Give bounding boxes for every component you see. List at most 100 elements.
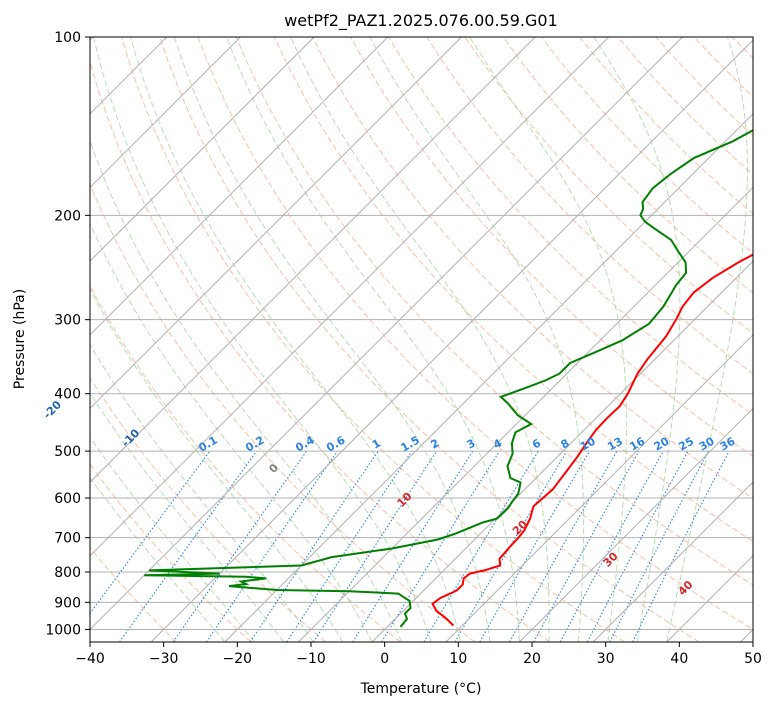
isotherm-line bbox=[90, 37, 536, 483]
isotherm-line bbox=[90, 37, 610, 557]
mixing-ratio-line bbox=[586, 450, 689, 642]
mixing-ratio-line bbox=[381, 450, 500, 642]
moist-adiabat bbox=[593, 37, 681, 642]
y-tick-label: 200 bbox=[54, 208, 81, 224]
dry-adiabat bbox=[655, 37, 753, 137]
y-tick-label: 600 bbox=[54, 491, 81, 507]
dry-adiabat bbox=[90, 182, 476, 642]
mixing-ratio-line bbox=[172, 450, 308, 642]
moist-adiabat-label: 30 bbox=[601, 549, 621, 569]
dry-adiabat bbox=[541, 37, 753, 254]
moist-adiabat bbox=[90, 287, 344, 642]
y-tick-label: 300 bbox=[54, 313, 81, 329]
dry-adiabat bbox=[350, 37, 753, 458]
moist-adiabat-label: 20 bbox=[510, 517, 530, 537]
moist-adiabat-label: 0 bbox=[266, 461, 281, 476]
dry-adiabat bbox=[121, 37, 625, 642]
isotherm-line bbox=[445, 334, 753, 642]
mixing-ratio-line bbox=[423, 450, 539, 642]
moist-adiabat bbox=[666, 37, 748, 642]
moist-adiabat bbox=[226, 37, 520, 642]
y-axis-label: Pressure (hPa) bbox=[12, 289, 28, 389]
moist-adiabat-label: 10 bbox=[395, 490, 415, 510]
moist-adiabat bbox=[90, 392, 285, 642]
profile-line bbox=[431, 253, 753, 627]
x-tick-label: −10 bbox=[296, 651, 326, 667]
dry-adiabat bbox=[426, 37, 753, 375]
isotherm-line bbox=[90, 37, 315, 262]
profile-line bbox=[144, 129, 753, 628]
y-tick-label: 500 bbox=[54, 444, 81, 460]
dry-adiabat bbox=[235, 37, 753, 586]
isotherm-line bbox=[298, 186, 753, 642]
dry-adiabat bbox=[90, 463, 252, 642]
isotherm-line bbox=[519, 407, 753, 642]
mixing-ratio-line bbox=[286, 450, 413, 642]
moist-adiabat bbox=[469, 37, 627, 642]
x-tick-label: −30 bbox=[149, 651, 179, 667]
mixing-ratio-line bbox=[119, 450, 258, 642]
y-tick-label: 800 bbox=[54, 565, 81, 581]
mixing-ratio-line bbox=[90, 450, 211, 615]
moist-adiabat bbox=[290, 37, 550, 642]
isotherm-line bbox=[90, 37, 683, 631]
dry-adiabat-label: -10 bbox=[119, 426, 142, 449]
dry-adiabat bbox=[90, 284, 401, 642]
mixing-ratio-line bbox=[533, 450, 640, 642]
mixing-ratio-line bbox=[352, 450, 474, 642]
x-tick-label: 30 bbox=[597, 651, 615, 667]
mixing-ratio-line bbox=[205, 450, 338, 642]
isotherm-line bbox=[740, 628, 753, 642]
moist-adiabat bbox=[130, 37, 461, 642]
mixing-ratio-line bbox=[632, 450, 730, 642]
moist-adiabat bbox=[90, 343, 314, 642]
mixing-ratio-line bbox=[313, 450, 438, 642]
dry-adiabat bbox=[693, 37, 753, 98]
axis-ticks: −40 −30 −20 −10 0 10 20 30 40 5010009008007006005… bbox=[45, 30, 762, 667]
x-tick-label: 0 bbox=[380, 651, 389, 667]
moist-adiabat bbox=[90, 476, 226, 642]
isotherm-line bbox=[90, 37, 389, 336]
x-tick-label: 40 bbox=[670, 651, 688, 667]
isotherm-line bbox=[592, 481, 753, 642]
x-tick-label: 20 bbox=[523, 651, 541, 667]
mixing-ratio-label: 2 bbox=[428, 437, 441, 452]
chart-title: wetPf2_PAZ1.2025.076.00.59.G01 bbox=[284, 11, 558, 31]
dry-adiabat bbox=[617, 37, 753, 176]
y-tick-label: 1000 bbox=[45, 622, 81, 638]
y-tick-label: 400 bbox=[54, 387, 81, 403]
y-tick-label: 100 bbox=[54, 30, 81, 46]
isotherm-line bbox=[224, 113, 753, 642]
dry-adiabat bbox=[388, 37, 753, 416]
background-reference-lines bbox=[90, 37, 775, 642]
dry-adiabat bbox=[770, 37, 775, 642]
dry-adiabat bbox=[464, 37, 753, 334]
mixing-ratio-label: 4 bbox=[491, 436, 504, 451]
dry-adiabat bbox=[502, 37, 753, 294]
isotherm-line bbox=[666, 555, 753, 642]
mixing-ratio-line bbox=[249, 450, 379, 642]
profile-series bbox=[144, 129, 753, 628]
dry-adiabat bbox=[311, 37, 753, 500]
mixing-ratio-line bbox=[559, 450, 664, 642]
x-axis-label: Temperature (°C) bbox=[360, 681, 482, 697]
dry-adiabat bbox=[90, 546, 177, 642]
moist-adiabat bbox=[173, 37, 491, 642]
moist-adiabat-label: 40 bbox=[676, 578, 696, 598]
dry-adiabat bbox=[197, 37, 753, 630]
grid bbox=[90, 37, 753, 642]
dry-adiabat bbox=[90, 376, 327, 642]
x-tick-label: −20 bbox=[223, 651, 253, 667]
x-tick-label: 50 bbox=[744, 651, 762, 667]
mixing-ratio-line bbox=[509, 450, 618, 642]
x-tick-label: −40 bbox=[75, 651, 105, 667]
mixing-ratio-line bbox=[609, 450, 709, 642]
isotherm-line bbox=[90, 37, 241, 189]
y-tick-label: 700 bbox=[54, 531, 81, 547]
moist-adiabat bbox=[93, 37, 432, 642]
line-annotations: -100-90-80-70-60-50-40-30-20-100.10.20.4… bbox=[41, 398, 738, 598]
dry-adiabat bbox=[90, 60, 551, 642]
moist-adiabat bbox=[90, 139, 403, 642]
isotherm-line bbox=[150, 39, 753, 642]
